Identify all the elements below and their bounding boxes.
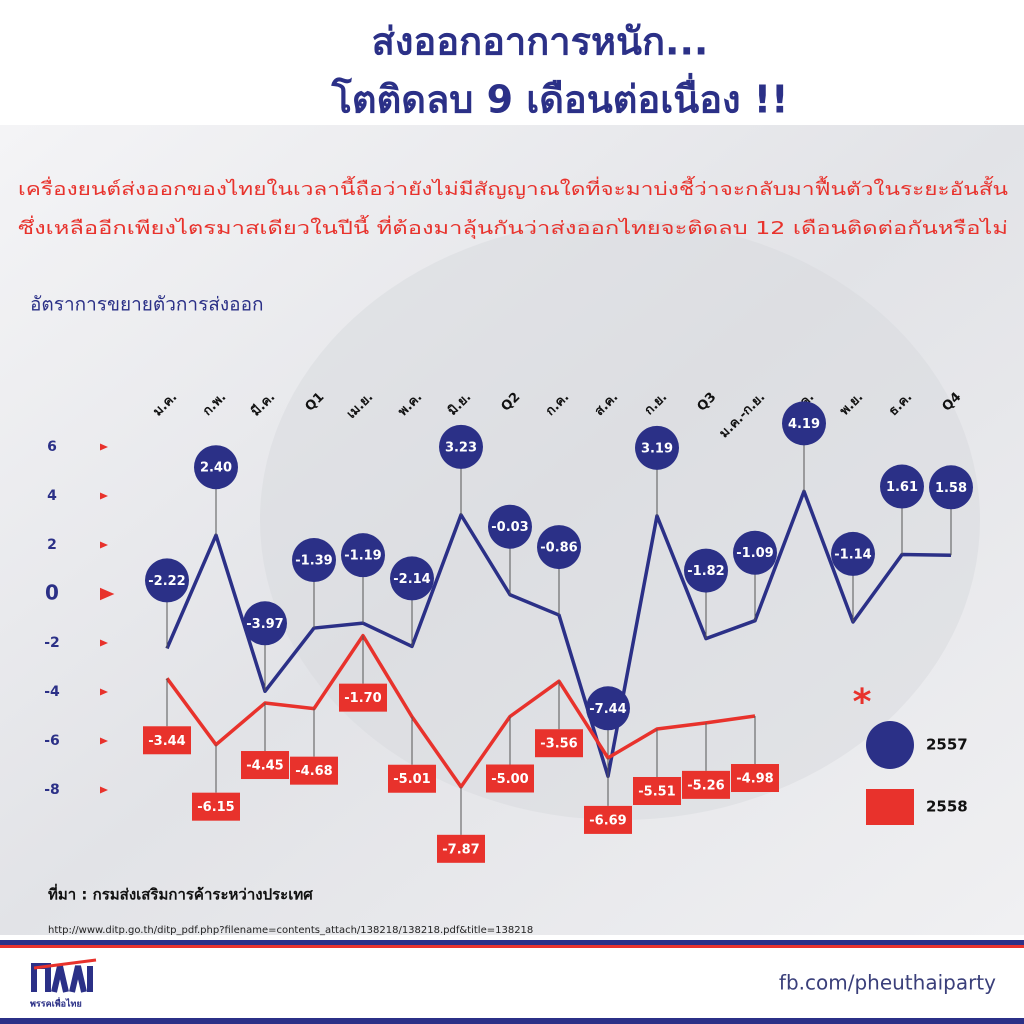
legend-swatch: [866, 721, 914, 769]
data-point-badge: [486, 764, 534, 793]
data-label: -6.15: [197, 800, 234, 815]
y-axis-label: อัตราการขยายตัวการส่งออก: [30, 294, 264, 316]
data-point-badge: [682, 770, 730, 799]
data-label: -5.51: [638, 784, 675, 799]
data-label: -0.86: [540, 541, 577, 556]
footer-bg: [0, 948, 1024, 1018]
data-label: -1.82: [687, 564, 724, 579]
y-tick-label: -6: [44, 733, 60, 749]
y-tick-label: -8: [44, 782, 60, 798]
data-label: -1.39: [295, 554, 332, 569]
tick-mark: [100, 786, 108, 794]
subtitle-line: ซึ่งเหลืออีกเพียงไตรมาสเดียวในปีนี้ ที่ต…: [18, 215, 1008, 239]
data-point-badge: [831, 531, 875, 576]
data-point-badge: [145, 558, 189, 603]
data-point-badge: [290, 756, 338, 785]
data-label: -4.68: [295, 764, 332, 779]
data-label: 1.61: [886, 480, 918, 495]
data-point-badge: [341, 533, 385, 578]
data-point-badge: [388, 764, 436, 793]
data-label: 3.19: [641, 441, 673, 456]
tick-mark: [100, 443, 108, 451]
data-label: 2.40: [200, 461, 232, 476]
data-point-badge: [488, 504, 532, 549]
tick-mark: [100, 587, 115, 601]
data-point-badge: [635, 425, 679, 470]
data-point-badge: [535, 729, 583, 758]
y-tick-label: -4: [44, 684, 60, 700]
data-point-badge: [143, 726, 191, 755]
title-line: โตติดลบ 9 เดือนต่อเนื่อง !!: [331, 73, 789, 122]
data-label: -0.03: [491, 520, 528, 535]
data-label: -1.19: [344, 549, 381, 564]
data-point-badge: [584, 805, 632, 834]
data-label: 1.58: [935, 481, 967, 496]
logo-text: พรรคเพื่อไทย: [30, 997, 82, 1010]
stripe: [0, 940, 1024, 945]
y-tick-label: 4: [47, 488, 57, 504]
source-url: http://www.ditp.go.th/ditp_pdf.php?filen…: [48, 925, 533, 936]
y-tick-label: 2: [47, 537, 57, 553]
data-point-badge: [437, 834, 485, 863]
data-point-badge: [633, 776, 681, 805]
tick-mark: [100, 541, 108, 549]
legend-swatch: [866, 789, 914, 825]
data-label: -7.87: [442, 842, 479, 857]
data-label: -4.98: [736, 772, 773, 787]
legend-label: 2557: [926, 736, 968, 754]
engine-shape: [260, 220, 980, 820]
data-point-badge: [731, 764, 779, 793]
tick-mark: [100, 688, 108, 696]
y-tick-label: 6: [47, 439, 57, 455]
data-label: 3.23: [445, 440, 477, 455]
tick-mark: [100, 639, 108, 647]
data-label: -1.14: [834, 547, 871, 562]
data-label: -5.00: [491, 772, 528, 787]
legend-label: 2558: [926, 798, 968, 816]
data-point-badge: [733, 530, 777, 575]
tick-mark: [100, 737, 108, 745]
data-label: -1.09: [736, 546, 773, 561]
data-point-badge: [390, 556, 434, 601]
data-label: -5.26: [687, 778, 724, 793]
subtitle-line: เครื่องยนต์ส่งออกของไทยในเวลานี้ถือว่ายั…: [18, 176, 1008, 200]
data-label: -7.44: [589, 702, 626, 717]
data-point-badge: [929, 465, 973, 510]
data-point-badge: [684, 548, 728, 593]
data-label: -3.56: [540, 737, 577, 752]
data-point-badge: [339, 683, 387, 712]
data-point-badge: [241, 751, 289, 780]
data-label: -4.45: [246, 759, 283, 774]
tick-mark: [100, 492, 108, 500]
data-label: 4.19: [788, 417, 820, 432]
source: ที่มา : กรมส่งเสริมการค้าระหว่างประเทศ: [48, 884, 313, 904]
title-line: ส่งออกอาการหนัก...: [372, 20, 709, 64]
data-point-badge: [292, 538, 336, 583]
data-label: -3.44: [148, 734, 185, 749]
data-point-badge: [439, 424, 483, 469]
data-point-badge: [192, 792, 240, 821]
data-label: -6.69: [589, 813, 626, 828]
data-point-badge: [782, 401, 826, 446]
logo-accent: [33, 958, 97, 970]
data-label: -2.22: [148, 574, 185, 589]
stripe: [0, 1018, 1024, 1024]
data-point-badge: [243, 601, 287, 646]
data-label: -5.01: [393, 772, 430, 787]
stripe: [0, 945, 1024, 948]
data-label: -2.14: [393, 572, 430, 587]
footer-link: fb.com/pheuthaiparty: [779, 971, 996, 995]
data-point-badge: [880, 464, 924, 509]
y-tick-label: -2: [44, 635, 60, 651]
y-tick-label: 0: [45, 581, 59, 605]
data-point-badge: [537, 525, 581, 570]
data-point-badge: [194, 445, 238, 490]
legend-annotation: *: [853, 682, 872, 723]
data-point-badge: [586, 686, 630, 731]
data-label: -1.70: [344, 691, 381, 706]
data-label: -3.97: [246, 617, 283, 632]
